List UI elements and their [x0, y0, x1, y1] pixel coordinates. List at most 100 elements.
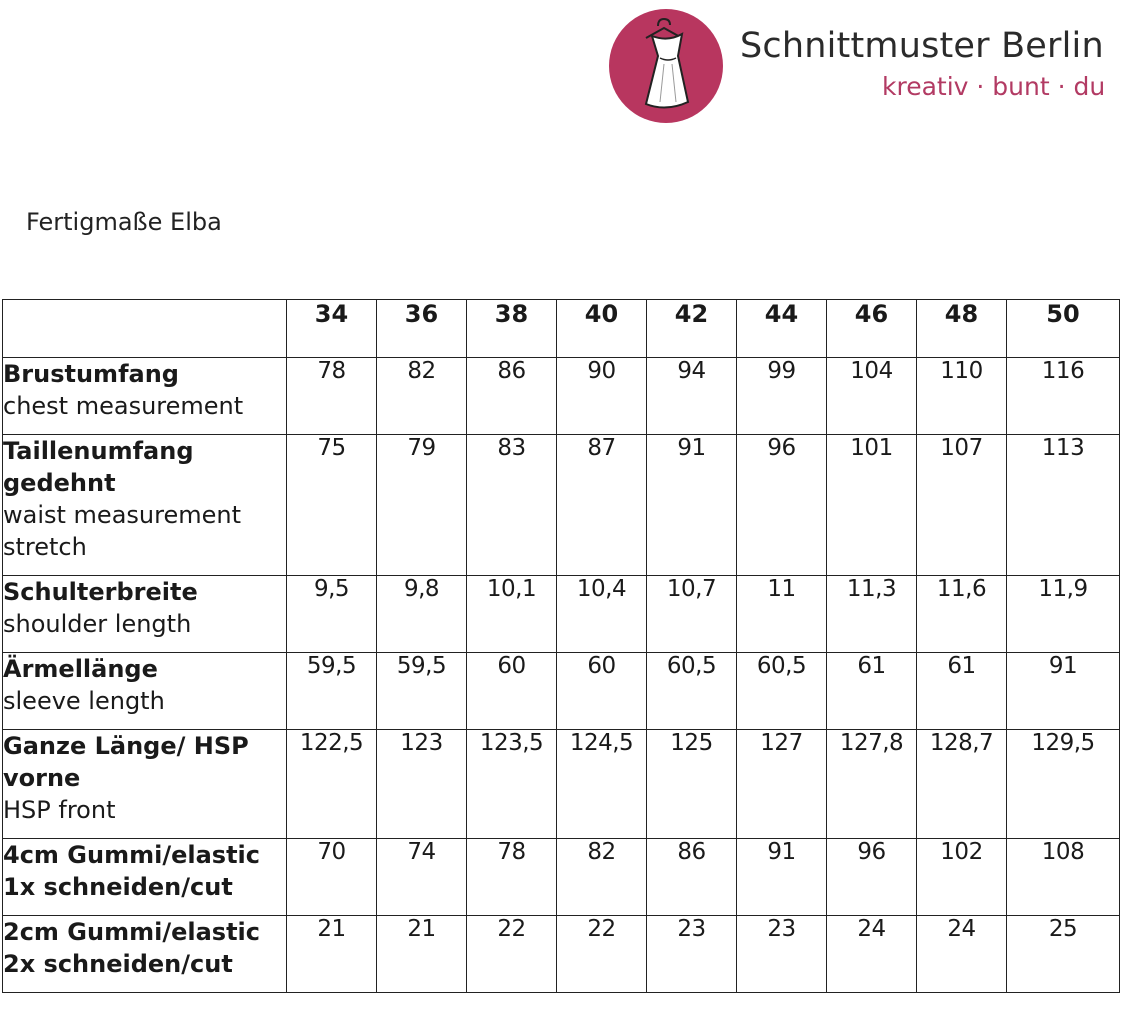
- size-header: 44: [736, 299, 827, 358]
- table-cell: 101: [826, 434, 917, 576]
- table-cell: 127,8: [826, 729, 917, 839]
- table-row: Ganze Länge/ HSP vorne HSP front 122,5 1…: [2, 729, 1120, 839]
- table-cell: 78: [466, 838, 557, 916]
- row-label: Taillenumfang gedehnt waist measurement …: [2, 434, 287, 576]
- table-row: 2cm Gummi/elastic 2x schneiden/cut 21 21…: [2, 915, 1120, 993]
- table-row: Brustumfang chest measurement 78 82 86 9…: [2, 357, 1120, 435]
- table-cell: 104: [826, 357, 917, 435]
- table-cell: 113: [1006, 434, 1120, 576]
- logo-dress-icon: [609, 9, 723, 123]
- table-cell: 11,3: [826, 575, 917, 653]
- table-cell: 96: [826, 838, 917, 916]
- table-cell: 23: [736, 915, 827, 993]
- table-cell: 86: [646, 838, 737, 916]
- table-row: Taillenumfang gedehnt waist measurement …: [2, 434, 1120, 576]
- table-cell: 78: [286, 357, 377, 435]
- size-header: 36: [376, 299, 467, 358]
- table-cell: 11: [736, 575, 827, 653]
- table-cell: 24: [916, 915, 1007, 993]
- table-cell: 127: [736, 729, 827, 839]
- table-cell: 70: [286, 838, 377, 916]
- table-cell: 9,8: [376, 575, 467, 653]
- table-cell: 124,5: [556, 729, 647, 839]
- table-cell: 123,5: [466, 729, 557, 839]
- row-label-de: Ganze Länge/ HSP vorne: [3, 732, 249, 792]
- brand-tagline: kreativ · bunt · du: [882, 72, 1106, 101]
- table-cell: 23: [646, 915, 737, 993]
- page-title: Fertigmaße Elba: [26, 208, 222, 236]
- table-cell: 10,4: [556, 575, 647, 653]
- table-cell: 129,5: [1006, 729, 1120, 839]
- table-cell: 125: [646, 729, 737, 839]
- row-label: 4cm Gummi/elastic 1x schneiden/cut: [2, 838, 287, 916]
- row-label-de: 2cm Gummi/elastic 2x schneiden/cut: [3, 918, 260, 978]
- row-label-en: sleeve length: [3, 687, 165, 715]
- table-row: 4cm Gummi/elastic 1x schneiden/cut 70 74…: [2, 838, 1120, 916]
- size-header: 40: [556, 299, 647, 358]
- table-cell: 74: [376, 838, 467, 916]
- row-label: Brustumfang chest measurement: [2, 357, 287, 435]
- table-cell: 61: [826, 652, 917, 730]
- table-cell: 10,1: [466, 575, 557, 653]
- size-header-row: 34 36 38 40 42 44 46 48 50: [2, 299, 1120, 358]
- row-label-en: chest measurement: [3, 392, 244, 420]
- table-cell: 91: [646, 434, 737, 576]
- table-cell: 24: [826, 915, 917, 993]
- table-cell: 21: [286, 915, 377, 993]
- table-cell: 11,9: [1006, 575, 1120, 653]
- table-cell: 123: [376, 729, 467, 839]
- row-label: Schulterbreite shoulder length: [2, 575, 287, 653]
- table-cell: 59,5: [376, 652, 467, 730]
- table-cell: 82: [376, 357, 467, 435]
- table-cell: 91: [736, 838, 827, 916]
- row-label: 2cm Gummi/elastic 2x schneiden/cut: [2, 915, 287, 993]
- table-cell: 60,5: [646, 652, 737, 730]
- table-cell: 21: [376, 915, 467, 993]
- table-row: Schulterbreite shoulder length 9,5 9,8 1…: [2, 575, 1120, 653]
- corner-cell: [2, 299, 287, 358]
- table-cell: 61: [916, 652, 1007, 730]
- table-cell: 75: [286, 434, 377, 576]
- table-cell: 102: [916, 838, 1007, 916]
- table-cell: 90: [556, 357, 647, 435]
- row-label-en: waist measurement stretch: [3, 501, 241, 561]
- row-label-en: HSP front: [3, 796, 116, 824]
- row-label: Ganze Länge/ HSP vorne HSP front: [2, 729, 287, 839]
- table-cell: 25: [1006, 915, 1120, 993]
- table-cell: 110: [916, 357, 1007, 435]
- table-cell: 11,6: [916, 575, 1007, 653]
- row-label-de: Brustumfang: [3, 360, 179, 388]
- table-cell: 122,5: [286, 729, 377, 839]
- table-cell: 86: [466, 357, 557, 435]
- table-cell: 116: [1006, 357, 1120, 435]
- table-cell: 94: [646, 357, 737, 435]
- table-cell: 83: [466, 434, 557, 576]
- table-cell: 128,7: [916, 729, 1007, 839]
- table-cell: 108: [1006, 838, 1120, 916]
- size-header: 34: [286, 299, 377, 358]
- table-cell: 60: [556, 652, 647, 730]
- table-cell: 96: [736, 434, 827, 576]
- table-cell: 9,5: [286, 575, 377, 653]
- table-cell: 82: [556, 838, 647, 916]
- table-cell: 107: [916, 434, 1007, 576]
- table-cell: 99: [736, 357, 827, 435]
- row-label-de: Taillenumfang gedehnt: [3, 437, 194, 497]
- row-label-de: Ärmellänge: [3, 655, 158, 683]
- table-cell: 22: [556, 915, 647, 993]
- row-label-de: 4cm Gummi/elastic 1x schneiden/cut: [3, 841, 260, 901]
- table-cell: 87: [556, 434, 647, 576]
- size-header: 38: [466, 299, 557, 358]
- table-cell: 79: [376, 434, 467, 576]
- table-cell: 59,5: [286, 652, 377, 730]
- row-label-de: Schulterbreite: [3, 578, 198, 606]
- table-cell: 60,5: [736, 652, 827, 730]
- table-cell: 60: [466, 652, 557, 730]
- size-table: 34 36 38 40 42 44 46 48 50 Brustumfang c…: [2, 299, 1120, 993]
- size-header: 50: [1006, 299, 1120, 358]
- row-label-en: shoulder length: [3, 610, 192, 638]
- size-header: 46: [826, 299, 917, 358]
- table-cell: 10,7: [646, 575, 737, 653]
- size-header: 48: [916, 299, 1007, 358]
- brand-name: Schnittmuster Berlin: [740, 26, 1104, 66]
